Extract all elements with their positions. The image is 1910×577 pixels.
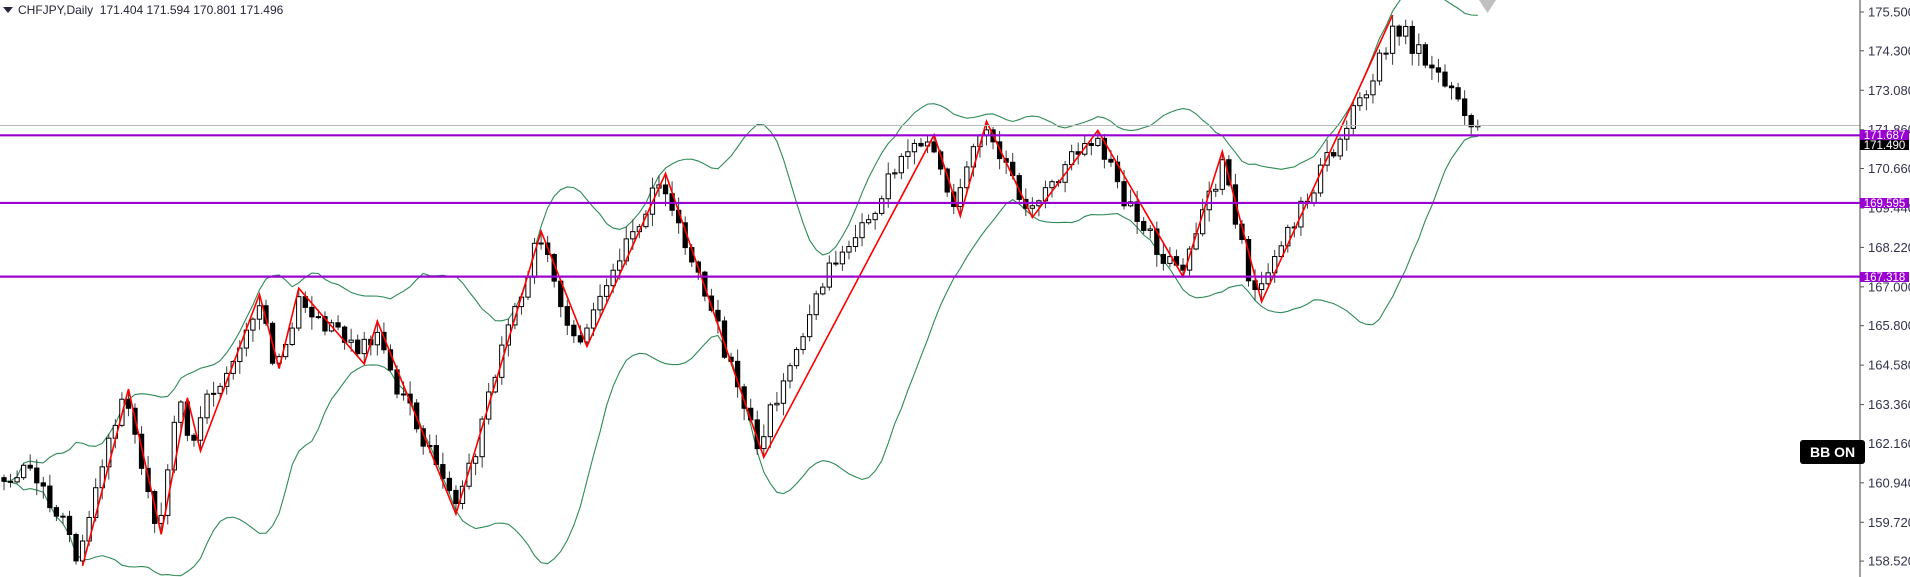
svg-text:174.300: 174.300 [1868, 43, 1910, 58]
svg-text:168.220: 168.220 [1868, 240, 1910, 255]
svg-text:158.520: 158.520 [1868, 554, 1910, 569]
svg-text:173.080: 173.080 [1868, 83, 1910, 98]
svg-text:163.360: 163.360 [1868, 397, 1910, 412]
svg-text:170.660: 170.660 [1868, 161, 1910, 176]
svg-text:164.580: 164.580 [1868, 358, 1910, 373]
svg-text:160.940: 160.940 [1868, 475, 1910, 490]
svg-text:165.800: 165.800 [1868, 318, 1910, 333]
svg-text:159.720: 159.720 [1868, 515, 1910, 530]
svg-text:175.500: 175.500 [1868, 5, 1910, 20]
svg-text:162.160: 162.160 [1868, 436, 1910, 451]
